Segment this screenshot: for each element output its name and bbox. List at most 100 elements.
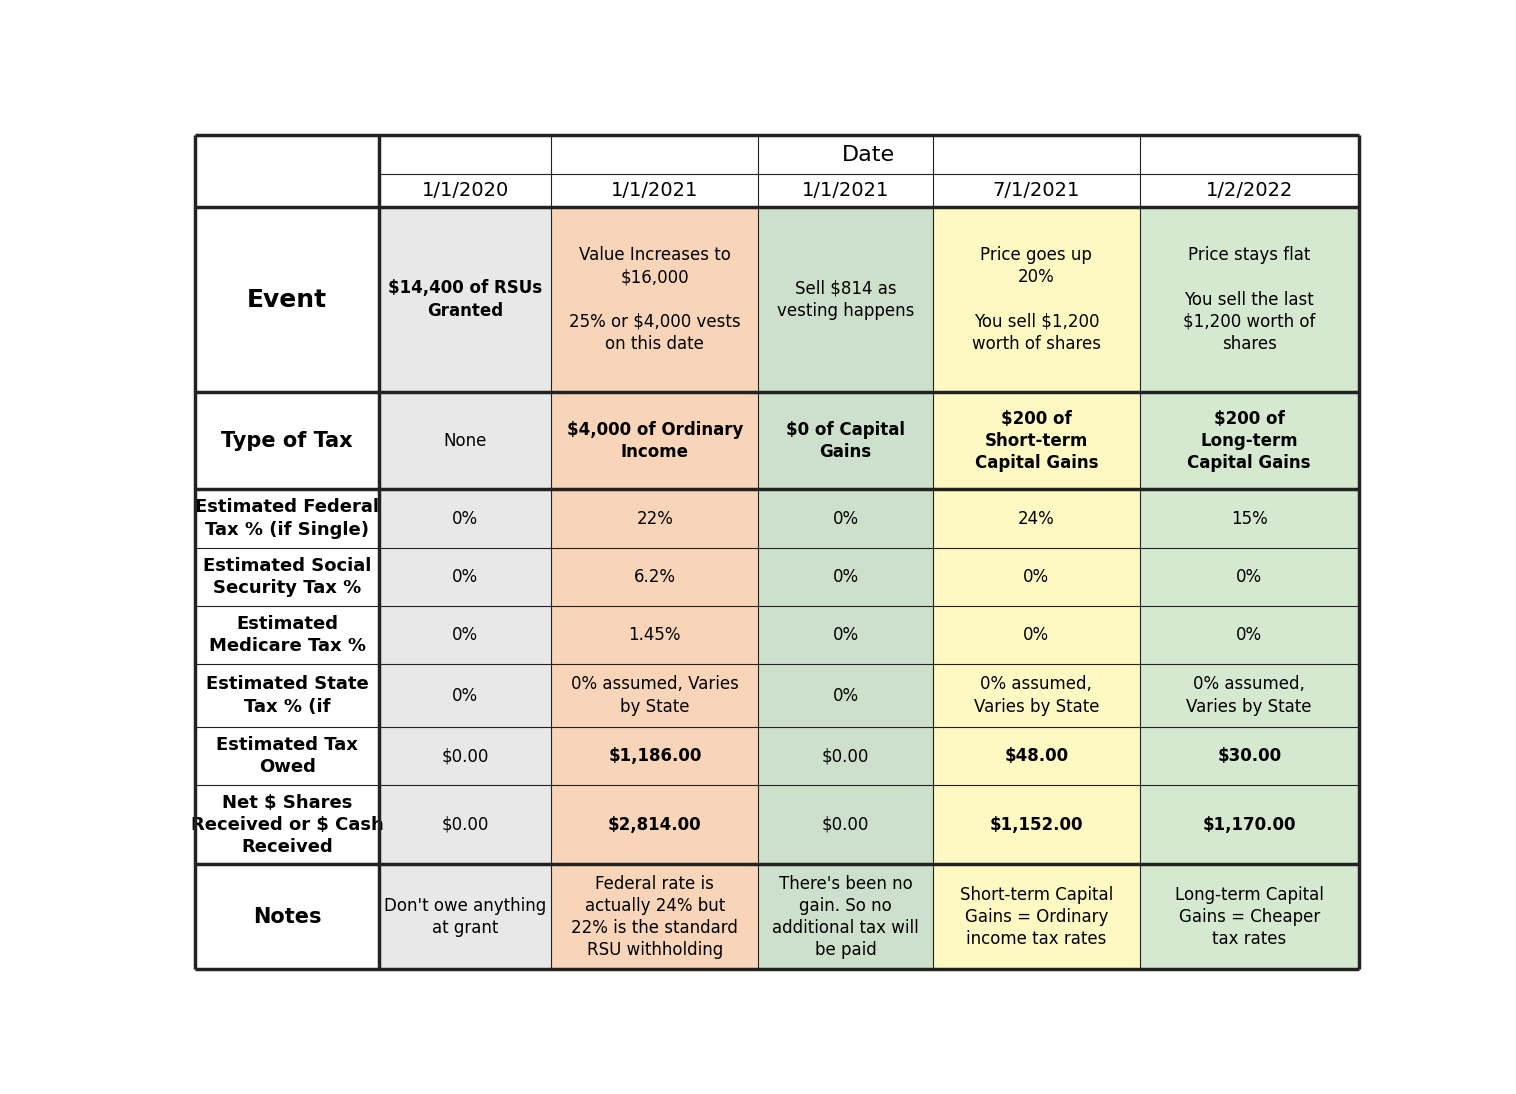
Bar bbox=[379, 548, 552, 606]
Bar bbox=[196, 393, 379, 489]
Bar bbox=[379, 136, 1358, 174]
Bar bbox=[196, 489, 379, 548]
Bar bbox=[552, 393, 758, 489]
Bar bbox=[932, 207, 1140, 393]
Text: Net $ Shares
Received or $ Cash
Received: Net $ Shares Received or $ Cash Received bbox=[191, 793, 384, 856]
Bar bbox=[196, 785, 379, 864]
Bar bbox=[552, 489, 758, 548]
Bar bbox=[379, 207, 552, 393]
Text: 0%: 0% bbox=[832, 687, 858, 705]
Bar bbox=[379, 864, 552, 969]
Bar bbox=[552, 664, 758, 728]
Text: Sell $814 as
vesting happens: Sell $814 as vesting happens bbox=[776, 279, 914, 319]
Bar bbox=[758, 664, 932, 728]
Text: 22%: 22% bbox=[637, 510, 673, 527]
Bar bbox=[196, 864, 379, 969]
Bar bbox=[1140, 489, 1358, 548]
Text: Federal rate is
actually 24% but
22% is the standard
RSU withholding: Federal rate is actually 24% but 22% is … bbox=[572, 874, 738, 959]
Text: 7/1/2021: 7/1/2021 bbox=[993, 181, 1079, 200]
Text: $30.00: $30.00 bbox=[1217, 747, 1281, 765]
Text: None: None bbox=[444, 432, 487, 450]
Text: Price goes up
20%

You sell $1,200
worth of shares: Price goes up 20% You sell $1,200 worth … bbox=[972, 246, 1101, 353]
Bar bbox=[1140, 664, 1358, 728]
Bar bbox=[758, 606, 932, 664]
Bar bbox=[379, 785, 552, 864]
Bar bbox=[379, 393, 552, 489]
Bar bbox=[379, 728, 552, 785]
Bar bbox=[932, 664, 1140, 728]
Text: Event: Event bbox=[247, 288, 327, 312]
Text: 0%: 0% bbox=[452, 687, 478, 705]
Bar bbox=[379, 489, 552, 548]
Bar bbox=[379, 664, 552, 728]
Bar bbox=[1140, 393, 1358, 489]
Text: Estimated Federal
Tax % (if Single): Estimated Federal Tax % (if Single) bbox=[196, 499, 379, 538]
Bar bbox=[196, 664, 379, 728]
Text: Estimated
Medicare Tax %: Estimated Medicare Tax % bbox=[209, 615, 365, 655]
Text: 1.45%: 1.45% bbox=[629, 626, 681, 644]
Text: 1/2/2022: 1/2/2022 bbox=[1205, 181, 1293, 200]
Text: $200 of
Long-term
Capital Gains: $200 of Long-term Capital Gains bbox=[1187, 410, 1311, 473]
Text: Don't owe anything
at grant: Don't owe anything at grant bbox=[384, 897, 546, 938]
Bar bbox=[1140, 864, 1358, 969]
Text: 1/1/2021: 1/1/2021 bbox=[611, 181, 699, 200]
Bar bbox=[758, 864, 932, 969]
Text: 0%: 0% bbox=[1023, 626, 1049, 644]
Text: Value Increases to
$16,000

25% or $4,000 vests
on this date: Value Increases to $16,000 25% or $4,000… bbox=[568, 246, 741, 353]
Text: $48.00: $48.00 bbox=[1004, 747, 1069, 765]
Text: 0%: 0% bbox=[1236, 626, 1263, 644]
Bar bbox=[758, 207, 932, 393]
Text: $0 of Capital
Gains: $0 of Capital Gains bbox=[787, 421, 905, 461]
Text: 0%: 0% bbox=[832, 510, 858, 527]
Bar bbox=[932, 548, 1140, 606]
Text: There's been no
gain. So no
additional tax will
be paid: There's been no gain. So no additional t… bbox=[772, 874, 919, 959]
Text: $4,000 of Ordinary
Income: $4,000 of Ordinary Income bbox=[567, 421, 743, 461]
Text: Estimated Social
Security Tax %: Estimated Social Security Tax % bbox=[203, 557, 371, 597]
Text: 0% assumed,
Varies by State: 0% assumed, Varies by State bbox=[973, 675, 1099, 715]
Text: Type of Tax: Type of Tax bbox=[221, 431, 353, 451]
Text: 0%: 0% bbox=[1023, 568, 1049, 585]
Bar bbox=[932, 785, 1140, 864]
Text: 0%: 0% bbox=[1236, 568, 1263, 585]
Bar bbox=[758, 728, 932, 785]
Bar bbox=[196, 606, 379, 664]
Text: Notes: Notes bbox=[253, 907, 321, 927]
Text: 6.2%: 6.2% bbox=[634, 568, 676, 585]
Text: 24%: 24% bbox=[1017, 510, 1055, 527]
Bar bbox=[1140, 728, 1358, 785]
Bar bbox=[932, 728, 1140, 785]
Text: Date: Date bbox=[843, 144, 896, 165]
Bar bbox=[552, 864, 758, 969]
Text: 1/1/2021: 1/1/2021 bbox=[802, 181, 890, 200]
Text: 0% assumed,
Varies by State: 0% assumed, Varies by State bbox=[1187, 675, 1311, 715]
Bar bbox=[552, 606, 758, 664]
Text: 15%: 15% bbox=[1231, 510, 1267, 527]
Bar bbox=[758, 548, 932, 606]
Bar bbox=[932, 393, 1140, 489]
Text: $2,814.00: $2,814.00 bbox=[608, 816, 702, 834]
Text: $1,170.00: $1,170.00 bbox=[1202, 816, 1296, 834]
Text: $0.00: $0.00 bbox=[822, 747, 869, 765]
Bar bbox=[196, 207, 379, 393]
Text: $200 of
Short-term
Capital Gains: $200 of Short-term Capital Gains bbox=[975, 410, 1098, 473]
Bar bbox=[1140, 548, 1358, 606]
Bar bbox=[196, 728, 379, 785]
Bar bbox=[196, 174, 1358, 207]
Text: 0% assumed, Varies
by State: 0% assumed, Varies by State bbox=[572, 675, 738, 715]
Bar bbox=[932, 606, 1140, 664]
Bar bbox=[379, 606, 552, 664]
Text: 0%: 0% bbox=[832, 568, 858, 585]
Text: Estimated State
Tax % (if: Estimated State Tax % (if bbox=[206, 675, 368, 715]
Text: $1,186.00: $1,186.00 bbox=[608, 747, 702, 765]
Bar bbox=[1140, 785, 1358, 864]
Bar bbox=[932, 864, 1140, 969]
Text: 0%: 0% bbox=[452, 510, 478, 527]
Bar bbox=[1140, 207, 1358, 393]
Bar bbox=[552, 548, 758, 606]
Bar bbox=[196, 548, 379, 606]
Text: Short-term Capital
Gains = Ordinary
income tax rates: Short-term Capital Gains = Ordinary inco… bbox=[960, 886, 1113, 948]
Bar bbox=[932, 489, 1140, 548]
Text: 0%: 0% bbox=[452, 568, 478, 585]
Text: Price stays flat

You sell the last
$1,200 worth of
shares: Price stays flat You sell the last $1,20… bbox=[1182, 246, 1316, 353]
Text: $1,152.00: $1,152.00 bbox=[990, 816, 1082, 834]
